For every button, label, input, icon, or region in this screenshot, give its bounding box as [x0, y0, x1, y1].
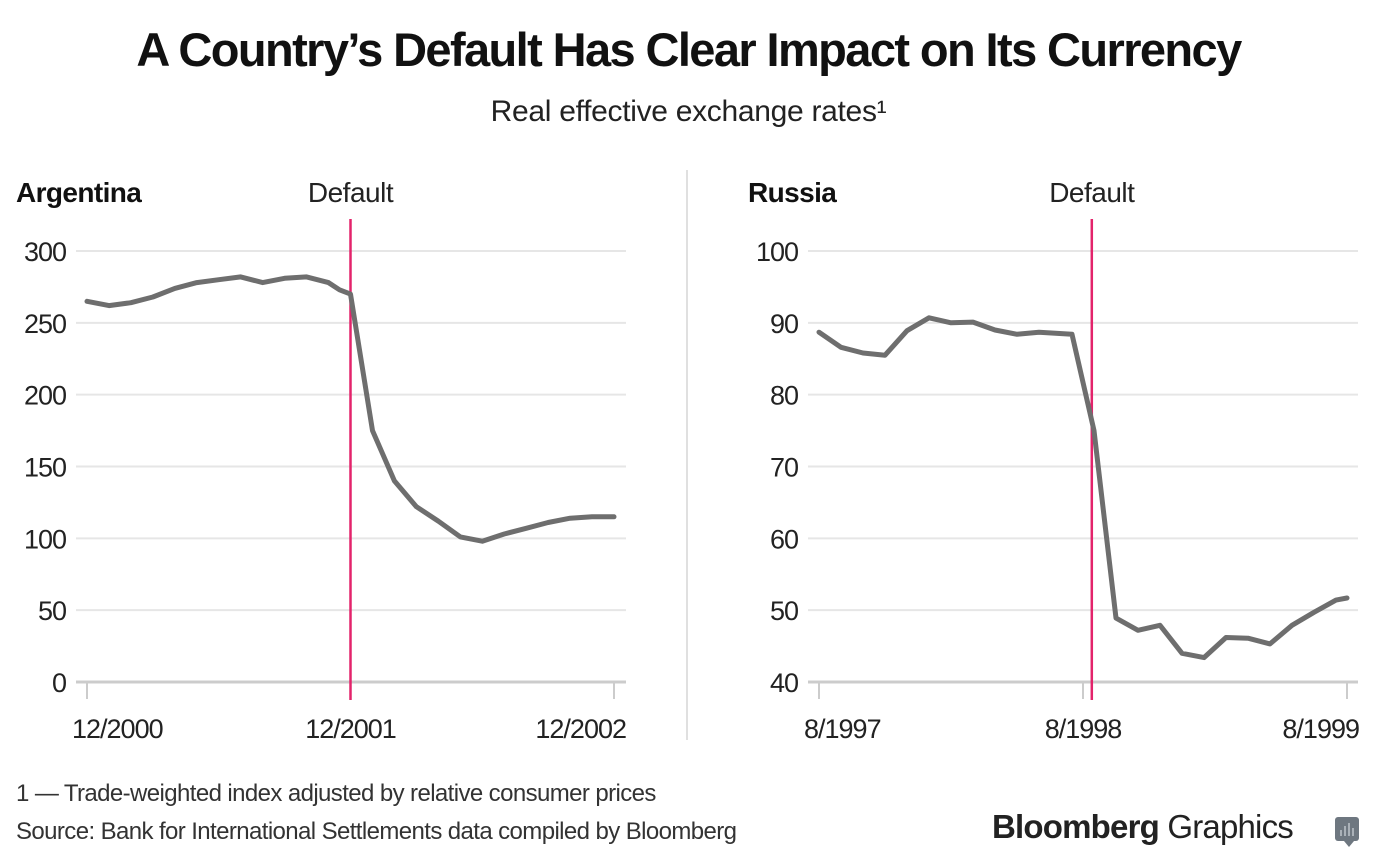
default-annotation: Default [1049, 177, 1135, 208]
chart-subtitle: Real effective exchange rates¹ [490, 95, 887, 128]
russia-panel: Russia 40 50 60 70 80 90 100 8/1997 8/1998 8/1999 D… [748, 177, 1360, 744]
x-tick-label: 8/1999 [1282, 714, 1359, 744]
chart-title: A Country’s Default Has Clear Impact on … [136, 23, 1242, 76]
y-tick-label: 100 [24, 524, 66, 554]
y-tick-label: 90 [770, 309, 798, 339]
y-tick-label: 50 [770, 596, 798, 626]
source-note: Source: Bank for International Settlemen… [16, 818, 737, 845]
y-tick-label: 80 [770, 381, 798, 411]
bar-chart-speech-icon [1335, 817, 1359, 847]
x-tick-label: 12/2001 [305, 714, 396, 744]
brand-light: Graphics [1167, 808, 1293, 845]
y-tick-label: 40 [770, 668, 798, 698]
x-tick-label: 8/1998 [1045, 714, 1122, 744]
argentina-panel: Argentina 0 50 100 150 200 250 300 12/2000 12/200… [16, 177, 627, 744]
y-tick-label: 200 [24, 381, 66, 411]
bloomberg-graphics-logo: Bloomberg Graphics [992, 808, 1294, 846]
footnote: 1 — Trade-weighted index adjusted by rel… [16, 780, 656, 807]
x-tick-label: 8/1997 [804, 714, 881, 744]
russia-title: Russia [748, 177, 837, 208]
y-tick-label: 50 [38, 596, 66, 626]
y-tick-label: 70 [770, 453, 798, 483]
x-tick-label: 12/2000 [72, 714, 163, 744]
y-tick-label: 100 [756, 237, 798, 267]
y-tick-label: 0 [52, 668, 66, 698]
argentina-title: Argentina [16, 177, 142, 208]
default-annotation: Default [308, 177, 394, 208]
y-tick-label: 250 [24, 309, 66, 339]
y-tick-label: 300 [24, 237, 66, 267]
x-tick-label: 12/2002 [535, 714, 626, 744]
brand-bold: Bloomberg [992, 808, 1160, 845]
argentina-series-line [84, 274, 617, 544]
russia-series-line [816, 315, 1350, 661]
y-tick-label: 60 [770, 524, 798, 554]
y-tick-label: 150 [24, 453, 66, 483]
